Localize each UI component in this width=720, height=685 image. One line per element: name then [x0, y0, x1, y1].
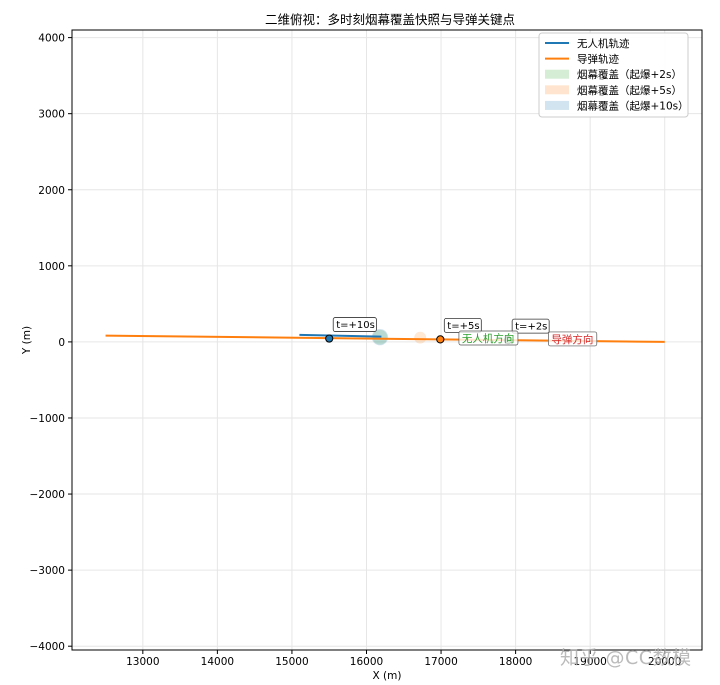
- key-point-label-box-2: [511, 318, 550, 334]
- y-tick-label-2: −2000: [29, 489, 65, 501]
- key-point-label-2: t=+2s: [515, 322, 547, 333]
- x-tick-label-7: 20000: [648, 656, 681, 668]
- y-axis-label: Y (m): [21, 326, 33, 355]
- legend-label-2: 烟幕覆盖（起爆+2s）: [577, 68, 682, 81]
- x-tick-label-0: 13000: [126, 656, 159, 668]
- direction-label-0: 无人机方向: [462, 332, 514, 345]
- x-tick-label-6: 19000: [573, 656, 606, 668]
- chart-title: 二维俯视：多时刻烟幕覆盖快照与导弹关键点: [265, 12, 515, 27]
- legend-swatch-2: [545, 69, 569, 79]
- legend-swatch-3: [545, 85, 569, 95]
- direction-label-1: 导弹方向: [551, 333, 593, 346]
- direction-label-box-0: [458, 330, 519, 346]
- y-tick-label-7: 3000: [38, 109, 65, 121]
- y-tick-label-3: −1000: [29, 413, 65, 425]
- x-axis-ticks: 13000 14000 15000 16000 17000 18000 19000 20000: [126, 650, 681, 668]
- legend-label-4: 烟幕覆盖（起爆+10s）: [577, 99, 689, 112]
- y-tick-label-4: 0: [58, 337, 65, 349]
- legend-swatch-4: [545, 100, 569, 110]
- key-point-label-0: t=+10s: [336, 320, 375, 331]
- x-tick-label-1: 14000: [201, 656, 234, 668]
- series-line-0: [299, 333, 382, 338]
- key-point-1: [436, 335, 445, 344]
- x-tick-label-2: 15000: [275, 656, 308, 668]
- y-tick-label-0: −4000: [29, 641, 65, 653]
- watermark: 知乎 @CC数模: [560, 647, 692, 669]
- x-tick-label-3: 16000: [350, 656, 383, 668]
- legend-label-1: 导弹轨迹: [577, 53, 619, 66]
- x-tick-label-4: 17000: [424, 656, 457, 668]
- x-tick-label-5: 18000: [499, 656, 532, 668]
- x-axis-label: X (m): [373, 670, 402, 682]
- legend-box: [538, 32, 689, 118]
- legend-label-3: 烟幕覆盖（起爆+5s）: [577, 84, 682, 97]
- y-tick-label-6: 2000: [38, 185, 65, 197]
- key-point-0: [325, 334, 334, 343]
- direction-label-box-1: [548, 331, 598, 347]
- y-axis-ticks: −4000 −3000 −2000 −1000 0 1000 2000 3000 4000: [29, 33, 72, 653]
- smoke-patch-1: [414, 331, 427, 344]
- y-tick-label-8: 4000: [38, 33, 65, 45]
- legend-label-0: 无人机轨迹: [577, 37, 630, 50]
- y-tick-label-1: −3000: [29, 565, 65, 577]
- y-tick-label-5: 1000: [38, 261, 65, 273]
- key-point-label-1: t=+5s: [447, 321, 479, 332]
- plot-frame: [71, 29, 703, 651]
- key-point-label-box-0: [332, 317, 377, 332]
